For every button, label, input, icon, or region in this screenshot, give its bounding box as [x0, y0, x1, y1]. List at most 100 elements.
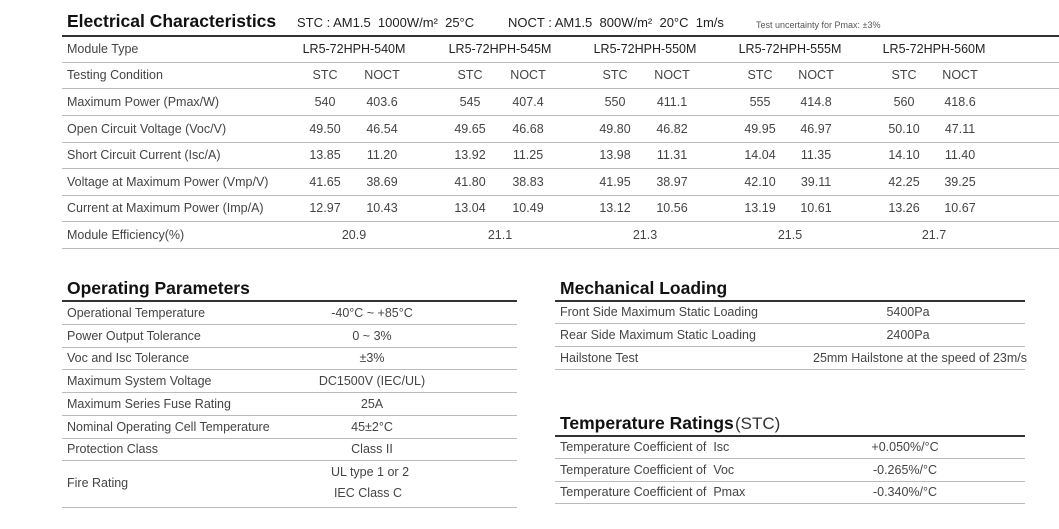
param-label: Temperature Coefficient of Pmax	[560, 485, 746, 500]
param-label: Maximum Series Fuse Rating	[67, 396, 231, 411]
cell-value: 46.54	[366, 121, 398, 136]
model-name: LR5-72HPH-555M	[738, 42, 842, 56]
cell-value: 46.68	[512, 121, 544, 136]
divider	[555, 480, 1025, 482]
efficiency-label: Module Efficiency(%)	[67, 228, 185, 242]
cell-value: 10.56	[656, 201, 688, 215]
efficiency-value: 21.7	[921, 228, 947, 242]
divider	[62, 392, 517, 394]
divider	[62, 324, 517, 325]
noct-header: NOCT	[654, 68, 690, 82]
param-label: Rear Side Maximum Static Loading	[560, 328, 756, 342]
cell-value: 555	[749, 95, 771, 109]
cell-value: 13.26	[888, 201, 920, 215]
cell-value: 49.50	[309, 121, 341, 136]
efficiency-value: 21.1	[487, 228, 513, 242]
model-name: LR5-72HPH-550M	[593, 42, 697, 56]
cell-value: 46.97	[800, 121, 832, 136]
divider	[555, 435, 1025, 437]
cell-value: 38.69	[366, 174, 398, 189]
noct-condition: NOCT : AM1.5 800W/m² 20°C 1m/s	[508, 15, 724, 30]
divider	[62, 414, 517, 416]
divider	[62, 115, 1059, 116]
param-value: -40°C ~ +85°C	[331, 306, 413, 320]
divider	[62, 346, 517, 348]
divider	[62, 369, 517, 371]
param-value: -0.265%/°C	[872, 462, 938, 477]
cell-value: 14.04	[744, 148, 776, 162]
fire-rating-label: Fire Rating	[67, 476, 129, 490]
cell-value: 418.6	[944, 95, 976, 109]
cell-value: 13.04	[454, 201, 486, 215]
param-value: 25A	[360, 396, 384, 411]
noct-header: NOCT	[364, 68, 400, 82]
stc-header: STC	[747, 68, 773, 82]
cell-value: 11.35	[800, 148, 832, 162]
param-value: 25mm Hailstone at the speed of 23m/s	[812, 351, 1028, 365]
cell-value: 545	[459, 95, 481, 109]
param-label: Hailstone Test	[560, 351, 639, 365]
cell-value: 13.12	[599, 201, 631, 215]
cell-value: 10.43	[366, 201, 398, 215]
row-label: Current at Maximum Power (Imp/A)	[67, 201, 264, 215]
cell-value: 41.95	[599, 174, 631, 189]
cell-value: 50.10	[888, 121, 920, 136]
cell-value: 550	[604, 95, 626, 109]
cell-value: 13.92	[454, 148, 486, 162]
divider	[555, 369, 1025, 370]
cell-value: 47.11	[944, 121, 976, 136]
cell-value: 49.80	[599, 121, 631, 136]
cell-value: 46.82	[656, 121, 688, 136]
noct-header: NOCT	[942, 68, 978, 82]
efficiency-value: 20.9	[341, 228, 367, 242]
cell-value: 540	[314, 95, 336, 109]
cell-value: 10.61	[800, 201, 832, 215]
efficiency-value: 21.5	[777, 228, 803, 242]
cell-value: 11.25	[512, 148, 544, 162]
cell-value: 13.19	[744, 201, 776, 215]
divider	[555, 346, 1025, 347]
divider	[62, 437, 517, 439]
cell-value: 403.6	[366, 95, 398, 109]
param-label: Temperature Coefficient of Voc	[560, 462, 735, 477]
cell-value: 41.80	[454, 174, 486, 189]
efficiency-value: 21.3	[632, 228, 658, 242]
cell-value: 407.4	[512, 95, 544, 109]
model-name: LR5-72HPH-540M	[302, 42, 406, 56]
cell-value: 39.25	[944, 174, 976, 189]
cell-value: 14.10	[888, 148, 920, 162]
cell-value: 560	[893, 95, 915, 109]
testing-condition-label: Testing Condition	[67, 68, 163, 82]
module-type-label: Module Type	[67, 42, 139, 56]
param-label: Temperature Coefficient of Isc	[560, 440, 730, 454]
divider	[62, 35, 1059, 37]
cell-value: 38.97	[656, 174, 688, 189]
title-suffix: (STC)	[735, 414, 781, 433]
param-value: 5400Pa	[886, 305, 930, 319]
param-label: Nominal Operating Cell Temperature	[67, 419, 270, 434]
cell-value: 11.31	[656, 148, 688, 162]
param-value: ±3%	[359, 351, 385, 366]
cell-value: 11.20	[366, 148, 398, 162]
divider	[62, 460, 517, 462]
stc-condition: STC : AM1.5 1000W/m² 25°C	[297, 15, 475, 30]
section-title-temperature: Temperature Ratings	[560, 413, 734, 433]
fire-rating-value: IEC Class C	[333, 486, 403, 500]
row-label: Maximum Power (Pmax/W)	[67, 95, 220, 109]
stc-header: STC	[602, 68, 628, 82]
param-value: 0 ~ 3%	[352, 328, 392, 343]
cell-value: 13.85	[309, 148, 341, 162]
section-title-electrical: Electrical Characteristics	[67, 11, 277, 31]
divider	[62, 507, 517, 508]
cell-value: 39.11	[800, 174, 832, 189]
cell-value: 10.49	[512, 201, 544, 215]
param-value: 45±2°C	[351, 419, 393, 434]
divider	[555, 503, 1025, 505]
param-value: 2400Pa	[886, 328, 930, 342]
divider	[62, 141, 1059, 143]
divider	[62, 168, 1059, 169]
divider	[62, 221, 1059, 222]
cell-value: 411.1	[656, 95, 688, 109]
param-value: -0.340%/°C	[872, 485, 938, 500]
cell-value: 13.98	[599, 148, 631, 162]
